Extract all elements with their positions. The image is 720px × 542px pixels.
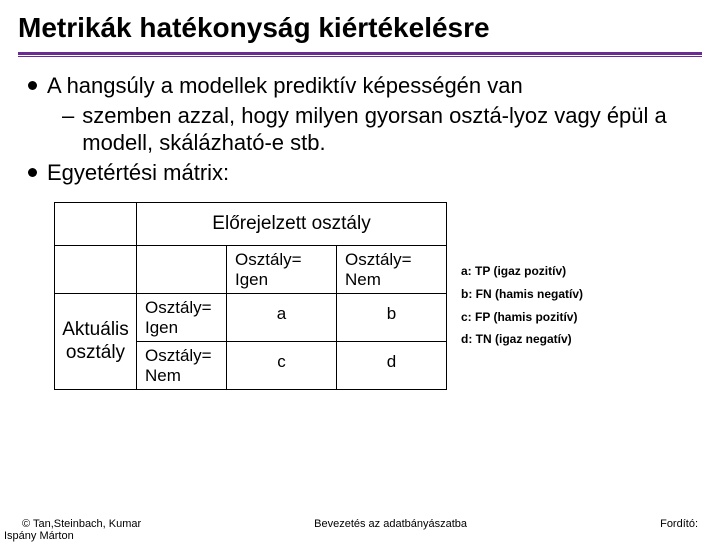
cell-d: d xyxy=(337,342,447,390)
predicted-header: Előrejelzett osztály xyxy=(137,203,447,246)
footer: © Tan,Steinbach, Kumar Bevezetés az adat… xyxy=(0,518,720,530)
bullet-2-text: Egyetértési mátrix: xyxy=(47,159,229,187)
legend-d: d: TN (igaz negatív) xyxy=(461,328,583,351)
content-area: A hangsúly a modellek prediktív képesség… xyxy=(0,62,720,390)
footer-right: Fordító: xyxy=(660,518,698,530)
legend-a: a: TP (igaz pozitív) xyxy=(461,260,583,283)
cell-c: c xyxy=(227,342,337,390)
cell-a: a xyxy=(227,294,337,342)
dash-icon: – xyxy=(62,102,74,130)
legend-b: b: FN (hamis negatív) xyxy=(461,283,583,306)
table-row: Előrejelzett osztály xyxy=(55,203,447,246)
slide-title: Metrikák hatékonyság kiértékelésre xyxy=(0,0,720,52)
col-header-yes: Osztály=Igen xyxy=(227,246,337,294)
bullet-icon xyxy=(28,81,37,90)
cell-b: b xyxy=(337,294,447,342)
sub-bullet-1-text: szemben azzal, hogy milyen gyorsan osztá… xyxy=(82,102,692,157)
footer-left: © Tan,Steinbach, Kumar xyxy=(22,518,141,530)
actual-header: Aktuális osztály xyxy=(55,294,137,390)
legend-c: c: FP (hamis pozitív) xyxy=(461,306,583,329)
bullet-icon xyxy=(28,168,37,177)
bullet-2: Egyetértési mátrix: xyxy=(28,159,692,187)
legend: a: TP (igaz pozitív) b: FN (hamis negatí… xyxy=(461,202,583,351)
row-header-yes: Osztály=Igen xyxy=(137,294,227,342)
table-row: Osztály=Igen Osztály=Nem xyxy=(55,246,447,294)
table-row: Aktuális osztály Osztály=Igen a b xyxy=(55,294,447,342)
footer-center: Bevezetés az adatbányászatba xyxy=(314,518,467,530)
sub-bullet-1: – szemben azzal, hogy milyen gyorsan osz… xyxy=(28,102,692,157)
bullet-1: A hangsúly a modellek prediktív képesség… xyxy=(28,72,692,100)
confusion-matrix-wrap: Előrejelzett osztály Osztály=Igen Osztál… xyxy=(54,202,692,390)
title-underline xyxy=(18,52,702,56)
confusion-matrix-table: Előrejelzett osztály Osztály=Igen Osztál… xyxy=(54,202,447,390)
row-header-no: Osztály=Nem xyxy=(137,342,227,390)
col-header-no: Osztály=Nem xyxy=(337,246,447,294)
bullet-1-text: A hangsúly a modellek prediktív képesség… xyxy=(47,72,523,100)
footer-translator: Ispány Márton xyxy=(4,530,74,542)
